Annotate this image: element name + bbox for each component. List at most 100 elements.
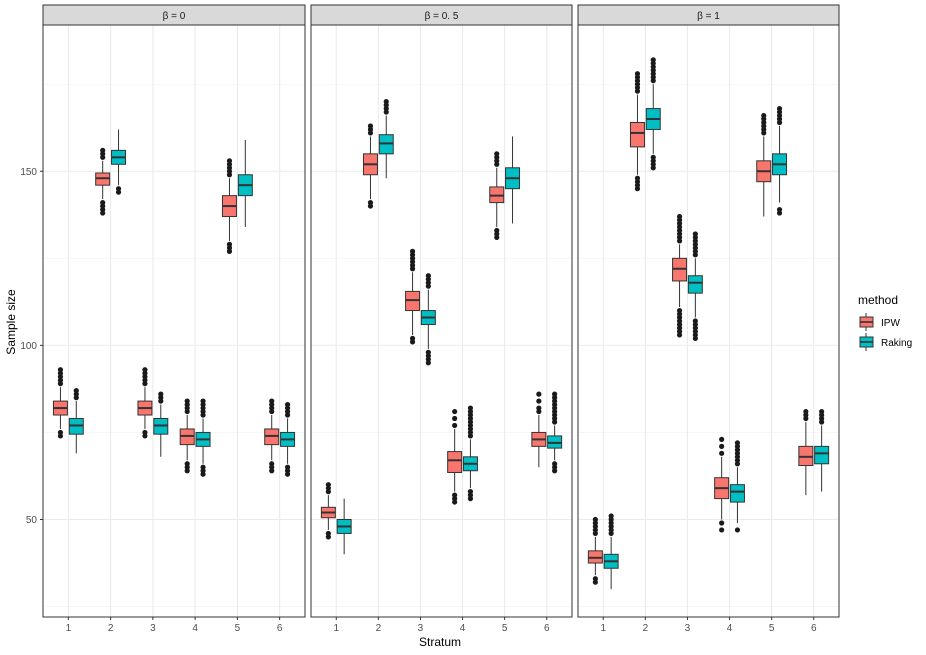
outlier-point [200, 464, 206, 470]
outlier-point [692, 231, 698, 237]
legend: method IPW Raking [858, 293, 912, 351]
box-iqr [447, 451, 463, 473]
outlier-point [325, 482, 331, 488]
facet-label: β = 1 [697, 11, 720, 22]
panel-border [310, 24, 573, 618]
x-tick-label: 1 [66, 623, 72, 634]
box-ipw-stratum-3 [405, 248, 421, 345]
outlier-point [819, 408, 825, 415]
outlier-point [536, 391, 542, 397]
facet-label: β = 0 [163, 11, 186, 22]
panel-3: β = 1 1 2 3 4 5 6 [577, 4, 840, 634]
outlier-point [776, 206, 783, 213]
outlier-point [184, 398, 190, 404]
legend-title: method [858, 293, 898, 307]
outlier-point [719, 443, 725, 449]
x-tick-label: 1 [600, 623, 606, 634]
outlier-point [57, 367, 64, 373]
box-ipw-stratum-4 [447, 408, 463, 505]
x-tick-label: 5 [235, 623, 241, 634]
box-raking-stratum-1 [68, 388, 84, 454]
box-ipw-stratum-3 [137, 367, 153, 439]
outlier-point [552, 461, 558, 467]
outlier-point [650, 154, 656, 160]
y-axis-title: Sample size [4, 289, 18, 355]
outlier-point [115, 186, 122, 192]
panel-1: β = 0 1 2 3 4 5 6 [42, 4, 306, 634]
outlier-point [719, 436, 725, 442]
outlier-point [184, 461, 190, 467]
outlier-point [634, 71, 641, 77]
box-raking-stratum-2 [645, 57, 661, 171]
outlier-point [409, 335, 416, 342]
panel-border [42, 24, 306, 618]
outlier-point [634, 175, 641, 181]
outlier-point [367, 200, 374, 206]
legend-item-raking: Raking [859, 333, 912, 351]
x-tick-label: 1 [333, 623, 339, 634]
outlier-point [158, 391, 164, 397]
box-ipw-stratum-2 [95, 147, 111, 216]
x-tick-label: 4 [727, 623, 733, 634]
box-raking-stratum-4 [195, 398, 211, 477]
box-ipw-stratum-5 [221, 158, 237, 254]
box-ipw-stratum-2 [362, 123, 378, 209]
outlier-point [142, 367, 148, 373]
panel-background [43, 25, 305, 617]
legend-label-raking: Raking [881, 338, 912, 349]
outlier-point [57, 429, 64, 436]
x-tick-label: 4 [192, 623, 198, 634]
outlier-point [452, 408, 458, 415]
x-tick-label: 2 [376, 623, 382, 634]
box-raking-stratum-6 [280, 401, 296, 477]
outlier-point [452, 492, 458, 498]
legend-item-ipw: IPW [859, 313, 900, 331]
outlier-point [536, 398, 542, 404]
x-tick-label: 4 [460, 623, 466, 634]
x-tick-label: 5 [502, 623, 508, 634]
outlier-point [552, 391, 558, 397]
box-raking-stratum-5 [772, 105, 788, 216]
outlier-point [719, 527, 725, 533]
box-raking-stratum-4 [462, 405, 478, 502]
outlier-point [467, 489, 474, 495]
box-ipw-stratum-1 [320, 482, 336, 540]
outlier-point [226, 158, 233, 164]
box-raking-stratum-3 [153, 391, 169, 457]
outlier-point [73, 388, 79, 394]
box-raking-stratum-1 [603, 513, 619, 590]
box-raking-stratum-6 [547, 391, 563, 474]
outlier-point [452, 422, 458, 429]
outlier-point [608, 513, 614, 519]
outlier-point [325, 530, 331, 537]
outlier-point [776, 105, 783, 112]
y-tick-label: 150 [20, 167, 37, 178]
box-ipw-stratum-4 [179, 398, 195, 474]
x-tick-label: 5 [769, 623, 775, 634]
outlier-point [100, 200, 106, 206]
box-raking-stratum-5 [505, 136, 521, 224]
outlier-point [367, 123, 374, 129]
outlier-point [467, 405, 474, 411]
x-axis-title: Stratum [419, 635, 461, 649]
x-tick-label: 3 [685, 623, 691, 634]
outlier-point [719, 450, 725, 456]
outlier-point [536, 405, 542, 411]
panel-background [311, 25, 572, 617]
x-tick-label: 6 [277, 623, 283, 634]
outlier-point [284, 464, 291, 470]
outlier-point [409, 248, 416, 254]
box-ipw-stratum-1 [587, 516, 603, 585]
box-raking-stratum-2 [378, 99, 394, 179]
y-tick-label: 50 [26, 515, 38, 526]
box-ipw-stratum-6 [531, 391, 547, 468]
outlier-point [761, 112, 767, 119]
x-tick-label: 6 [811, 623, 817, 634]
outlier-point [284, 401, 291, 408]
x-tick-label: 3 [150, 623, 156, 634]
outlier-point [676, 307, 683, 314]
outlier-point [494, 227, 500, 234]
box-ipw-stratum-5 [489, 151, 505, 241]
outlier-point [425, 349, 431, 355]
